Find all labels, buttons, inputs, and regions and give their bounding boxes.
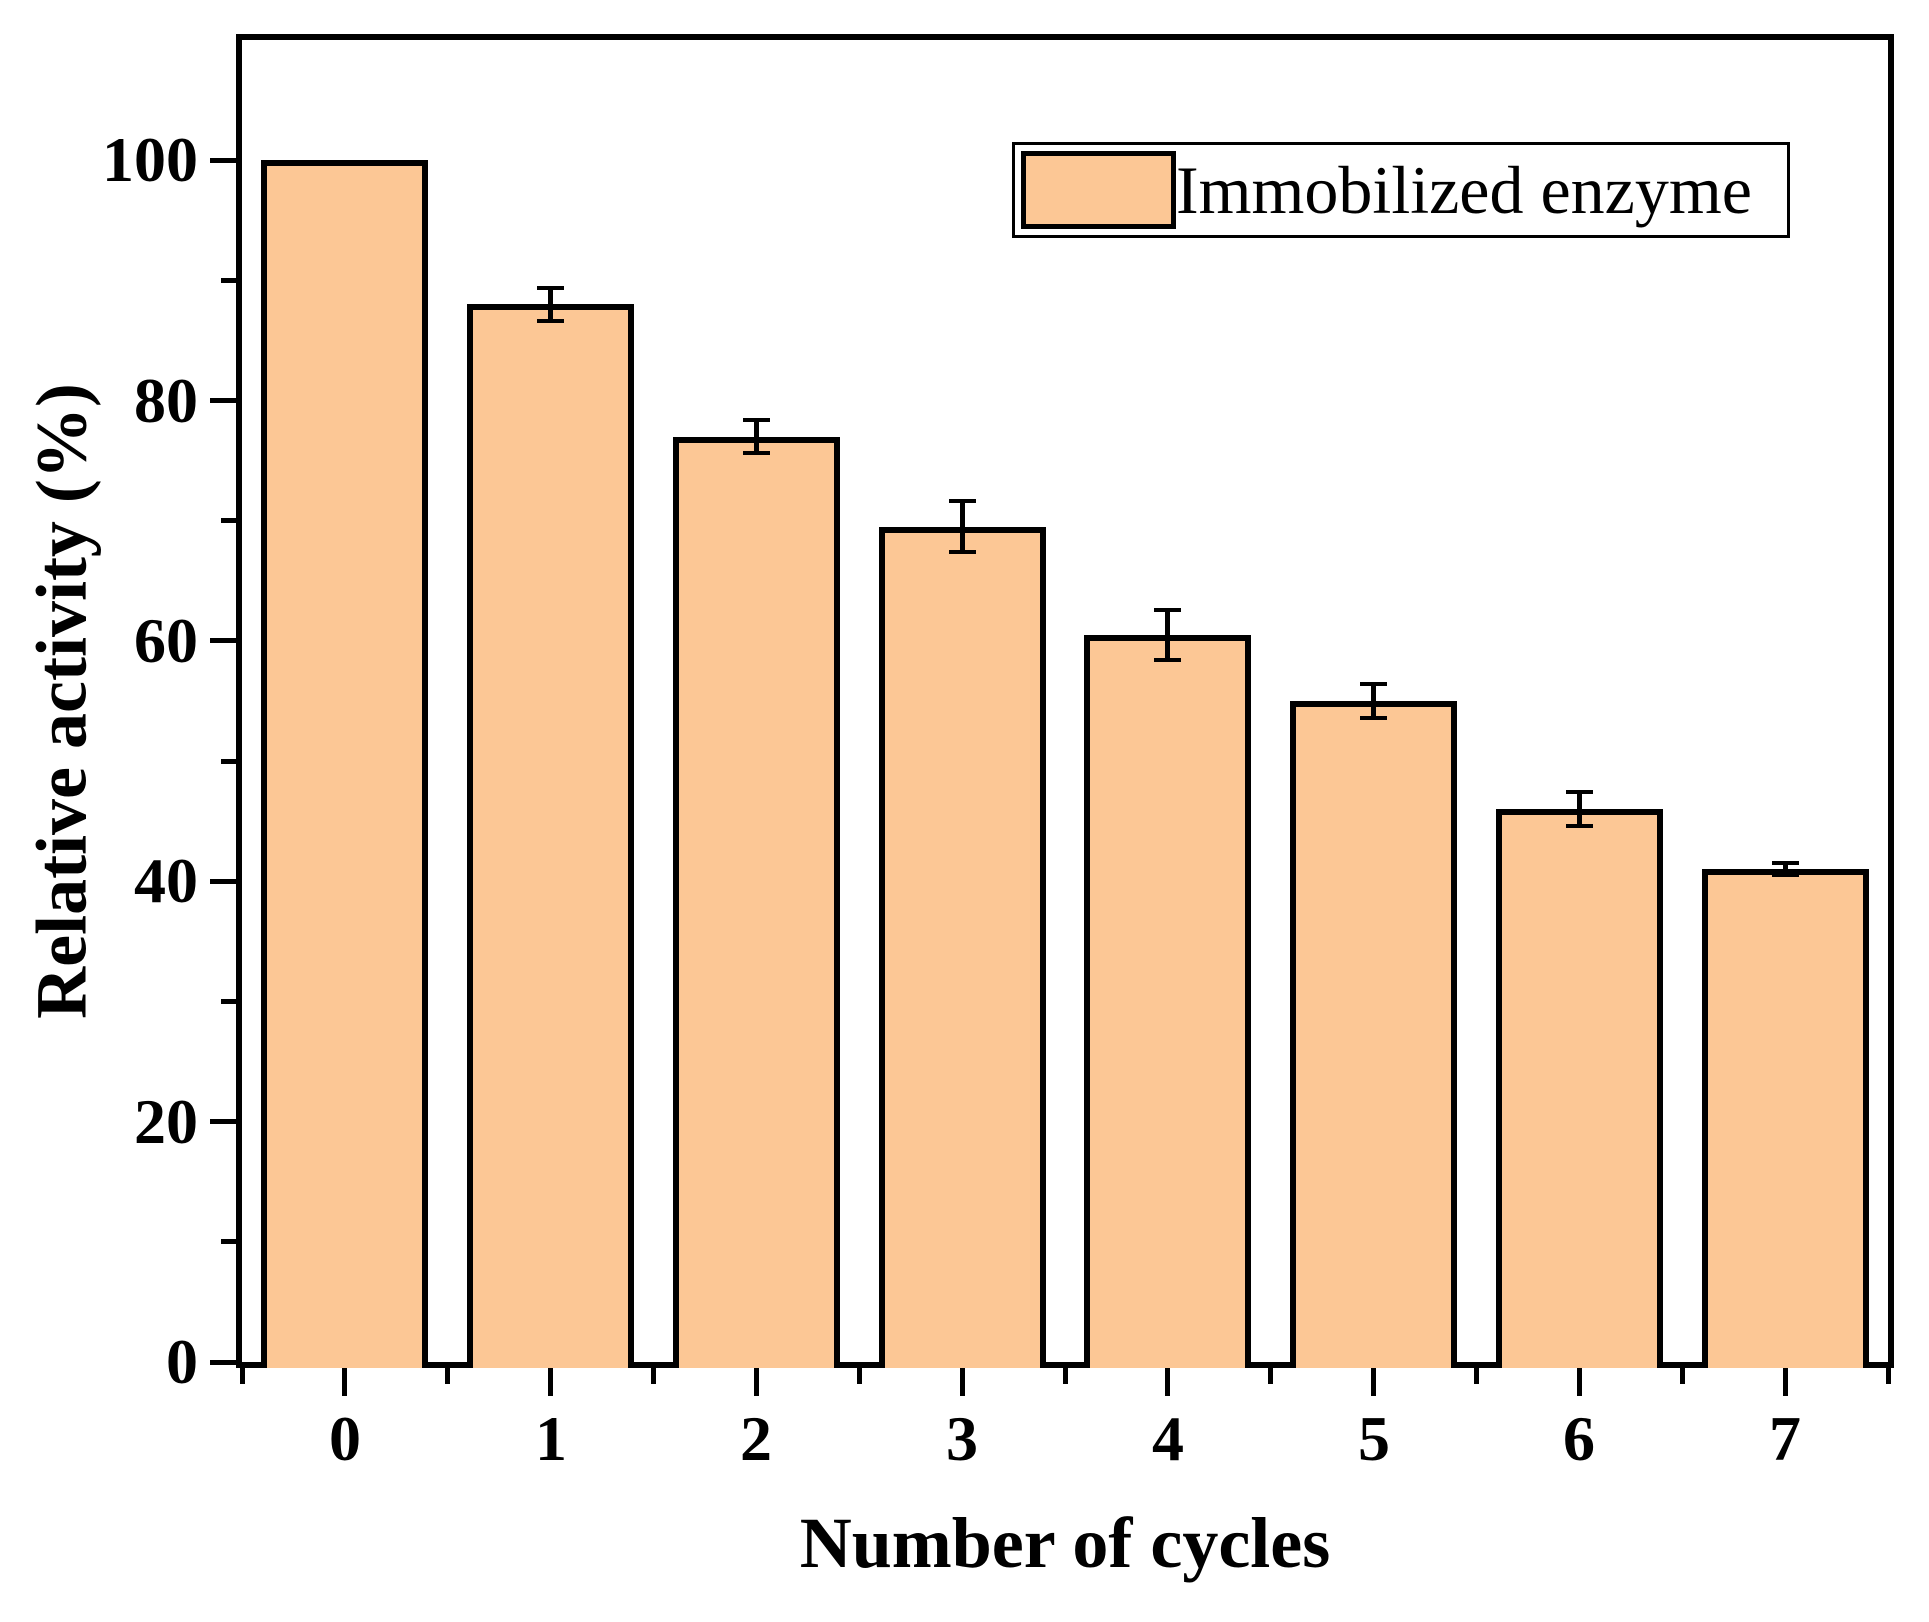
- x-major-tick: [342, 1368, 347, 1396]
- x-minor-tick: [1474, 1368, 1479, 1384]
- y-minor-tick: [221, 278, 236, 283]
- y-tick-label: 40: [134, 845, 198, 916]
- error-bar-cap-bottom: [743, 451, 770, 455]
- error-bar-cap-top: [1772, 861, 1799, 865]
- x-minor-tick: [240, 1368, 245, 1384]
- y-major-tick: [210, 638, 236, 643]
- error-bar-stem: [1577, 792, 1582, 826]
- x-minor-tick: [445, 1368, 450, 1384]
- bar: [1290, 701, 1457, 1368]
- bar: [467, 304, 634, 1368]
- y-axis-title: Relative activity (%): [21, 383, 102, 1019]
- x-tick-label: 4: [1152, 1403, 1184, 1474]
- x-tick-label: 0: [329, 1403, 361, 1474]
- y-tick-label: 0: [166, 1326, 198, 1397]
- x-tick-label: 6: [1563, 1403, 1595, 1474]
- x-tick-label: 3: [946, 1403, 978, 1474]
- bar: [261, 160, 428, 1368]
- y-major-tick: [210, 1119, 236, 1124]
- error-bar-cap-bottom: [949, 550, 976, 554]
- y-major-tick: [210, 879, 236, 884]
- error-bar-cap-bottom: [1772, 873, 1799, 877]
- legend-label: Immobilized enzyme: [1176, 152, 1752, 228]
- bar: [1084, 635, 1251, 1368]
- x-major-tick: [548, 1368, 553, 1396]
- x-minor-tick: [1063, 1368, 1068, 1384]
- x-major-tick: [960, 1368, 965, 1396]
- x-major-tick: [754, 1368, 759, 1396]
- error-bar-stem: [960, 501, 965, 551]
- error-bar-cap-bottom: [1360, 716, 1387, 720]
- y-major-tick: [210, 398, 236, 403]
- x-tick-label: 5: [1358, 1403, 1390, 1474]
- error-bar-cap-bottom: [1154, 658, 1181, 662]
- error-bar-stem: [1165, 610, 1170, 660]
- y-tick-label: 20: [134, 1086, 198, 1157]
- y-minor-tick: [221, 759, 236, 764]
- error-bar-cap-bottom: [1566, 824, 1593, 828]
- x-tick-label: 2: [740, 1403, 772, 1474]
- error-bar-cap-top: [1566, 790, 1593, 794]
- x-minor-tick: [1268, 1368, 1273, 1384]
- x-minor-tick: [651, 1368, 656, 1384]
- x-tick-label: 1: [535, 1403, 567, 1474]
- x-major-tick: [1165, 1368, 1170, 1396]
- x-minor-tick: [857, 1368, 862, 1384]
- x-minor-tick: [1886, 1368, 1891, 1384]
- bar: [1496, 809, 1663, 1368]
- y-tick-label: 60: [134, 605, 198, 676]
- error-bar-stem: [754, 420, 759, 454]
- y-major-tick: [210, 1360, 236, 1365]
- error-bar-stem: [548, 288, 553, 322]
- error-bar-cap-top: [1360, 682, 1387, 686]
- x-major-tick: [1371, 1368, 1376, 1396]
- x-major-tick: [1783, 1368, 1788, 1396]
- y-tick-label: 100: [102, 124, 198, 195]
- x-minor-tick: [1680, 1368, 1685, 1384]
- error-bar-cap-top: [949, 499, 976, 503]
- error-bar-cap-bottom: [537, 319, 564, 323]
- y-minor-tick: [221, 518, 236, 523]
- bar: [1702, 869, 1869, 1368]
- x-major-tick: [1577, 1368, 1582, 1396]
- error-bar-cap-top: [1154, 608, 1181, 612]
- bar: [673, 437, 840, 1368]
- error-bar-cap-top: [743, 418, 770, 422]
- error-bar-stem: [1371, 684, 1376, 718]
- legend: Immobilized enzyme: [1012, 142, 1790, 238]
- y-major-tick: [210, 158, 236, 163]
- bar: [879, 527, 1046, 1368]
- y-minor-tick: [221, 1239, 236, 1244]
- x-axis-title: Number of cycles: [799, 1503, 1331, 1583]
- error-bar-stem: [1783, 863, 1788, 875]
- legend-color-swatch: [1021, 151, 1176, 229]
- y-minor-tick: [221, 999, 236, 1004]
- error-bar-cap-top: [537, 286, 564, 290]
- x-tick-label: 7: [1769, 1403, 1801, 1474]
- y-tick-label: 80: [134, 365, 198, 436]
